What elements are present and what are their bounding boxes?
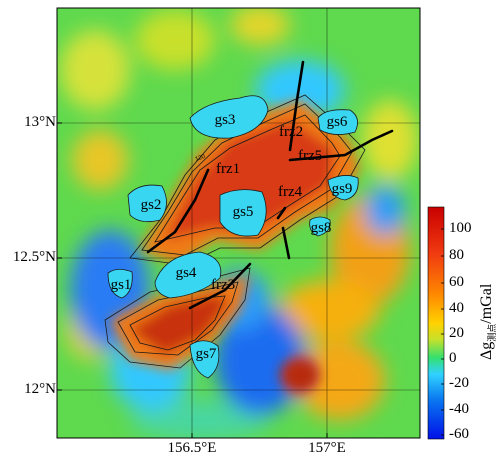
fault-frz4-line bbox=[276, 206, 287, 220]
zone-label-gs3: gs3 bbox=[215, 112, 236, 128]
colorbar-ticks bbox=[441, 228, 444, 436]
colorbar-title-prefix: Δg bbox=[478, 341, 495, 360]
zone-label-gs2: gs2 bbox=[141, 197, 162, 213]
colorbar-title-subscript: 测点 bbox=[487, 323, 498, 342]
zone-gs3-shape bbox=[189, 95, 269, 139]
fault-label-frz1: frz1 bbox=[216, 161, 240, 177]
fault-frz5-line bbox=[188, 262, 252, 310]
fault-label-frz2: frz2 bbox=[279, 124, 303, 140]
fault-label-frz3: frz3 bbox=[211, 277, 235, 293]
lon-tick-157e: 157°E bbox=[308, 440, 346, 456]
map-frame bbox=[56, 7, 421, 439]
fault-labels: frz1 frz2 frz3 frz4 frz5 bbox=[211, 124, 322, 293]
lat-tick-12-5n: 12.5°N bbox=[12, 249, 56, 265]
zone-label-gs7: gs7 bbox=[196, 346, 217, 362]
colorbar-tick-20: 20 bbox=[449, 325, 464, 341]
colorbar-tick-minus60: -60 bbox=[449, 426, 469, 442]
zone-label-gs1: gs1 bbox=[111, 277, 132, 293]
zone-gs1-shape bbox=[107, 268, 133, 299]
zone-label-gs4: gs4 bbox=[176, 265, 197, 281]
fault-lines bbox=[146, 60, 394, 310]
colorbar-tick-40: 40 bbox=[449, 300, 464, 316]
zone-gs8-shape bbox=[309, 216, 331, 237]
fault-frz3-line bbox=[288, 129, 394, 162]
colorbar-gradient bbox=[427, 206, 445, 440]
zone-gs7-shape bbox=[189, 340, 220, 379]
colorbar-title: Δg测点/mGal bbox=[478, 284, 498, 360]
zone-label-gs6: gs6 bbox=[327, 114, 348, 130]
colorbar-tick-minus20: -20 bbox=[449, 375, 469, 391]
contour-lines bbox=[104, 94, 366, 369]
fault-frz2-line bbox=[288, 60, 305, 152]
fault-frz4-line-south bbox=[281, 226, 291, 260]
fault-frz1-line bbox=[146, 168, 210, 254]
zone-shapes bbox=[107, 95, 359, 379]
colorbar-tick-100: 100 bbox=[449, 220, 472, 236]
lat-tick-13n: 13°N bbox=[24, 114, 56, 130]
fault-label-frz5: frz5 bbox=[298, 148, 322, 164]
zone-gs6-shape bbox=[317, 109, 358, 135]
colorbar-title-unit: /mGal bbox=[478, 283, 495, 324]
central-gravity-high bbox=[110, 100, 360, 393]
colorbar-tick-minus40: -40 bbox=[449, 401, 469, 417]
zone-label-gs9: gs9 bbox=[332, 181, 353, 197]
colorbar-tick-0: 0 bbox=[449, 350, 457, 366]
zone-label-gs8: gs8 bbox=[311, 220, 332, 236]
zone-gs5-shape bbox=[219, 189, 267, 237]
zone-gs4-shape bbox=[154, 251, 222, 299]
lon-tick-156-5e: 156.5°E bbox=[167, 440, 217, 456]
contour-value-label: 120 bbox=[195, 154, 207, 163]
zone-labels: gs3 gs6 gs2 gs5 gs9 gs8 gs4 gs1 gs7 bbox=[111, 112, 353, 362]
zone-label-gs5: gs5 bbox=[233, 204, 254, 220]
colorbar-tick-80: 80 bbox=[449, 247, 464, 263]
lat-tick-12n: 12°N bbox=[24, 381, 56, 397]
zone-gs9-shape bbox=[327, 175, 359, 201]
fault-label-frz4: frz4 bbox=[278, 184, 303, 200]
zone-gs2-shape bbox=[127, 184, 167, 223]
colorbar-tick-60: 60 bbox=[449, 274, 464, 290]
axis-ticks bbox=[57, 122, 328, 438]
map-raster bbox=[57, 8, 420, 438]
